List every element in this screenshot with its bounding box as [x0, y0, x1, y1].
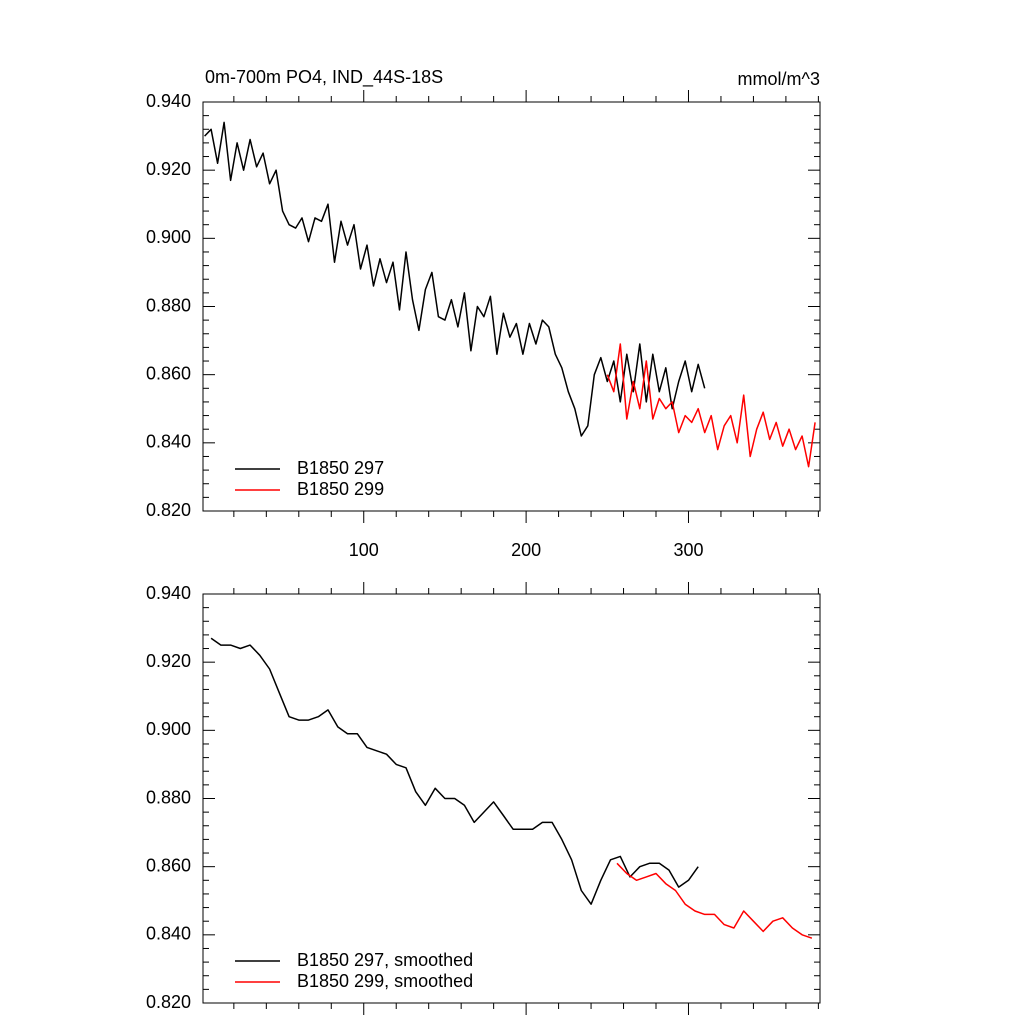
legend-label: B1850 297: [297, 458, 384, 478]
y-tick-label: 0.820: [146, 992, 191, 1012]
y-tick-label: 0.880: [146, 295, 191, 315]
y-tick-label: 0.920: [146, 651, 191, 671]
data-line: [606, 343, 816, 468]
y-tick-label: 0.920: [146, 159, 191, 179]
chart-title: 0m-700m PO4, IND_44S-18S: [205, 67, 443, 88]
y-tick-label: 0.900: [146, 719, 191, 739]
y-tick-label: 0.860: [146, 855, 191, 875]
y-tick-label: 0.880: [146, 787, 191, 807]
y-tick-label: 0.940: [146, 583, 191, 603]
legend-label: B1850 299: [297, 479, 384, 499]
y-tick-label: 0.900: [146, 227, 191, 247]
y-tick-label: 0.820: [146, 500, 191, 520]
legend-label: B1850 299, smoothed: [297, 971, 473, 991]
plot-frame: [202, 593, 821, 1004]
x-tick-label: 100: [349, 540, 379, 560]
legend-label: B1850 297, smoothed: [297, 950, 473, 970]
plot-frame: [202, 101, 821, 512]
y-tick-label: 0.860: [146, 363, 191, 383]
data-line: [210, 637, 699, 905]
data-line: [616, 862, 813, 939]
x-tick-label: 300: [673, 540, 703, 560]
x-tick-label: 200: [511, 540, 541, 560]
y-tick-label: 0.940: [146, 91, 191, 111]
y-tick-label: 0.840: [146, 924, 191, 944]
units-label: mmol/m^3: [738, 69, 820, 89]
data-line: [204, 121, 706, 437]
y-tick-label: 0.840: [146, 432, 191, 452]
